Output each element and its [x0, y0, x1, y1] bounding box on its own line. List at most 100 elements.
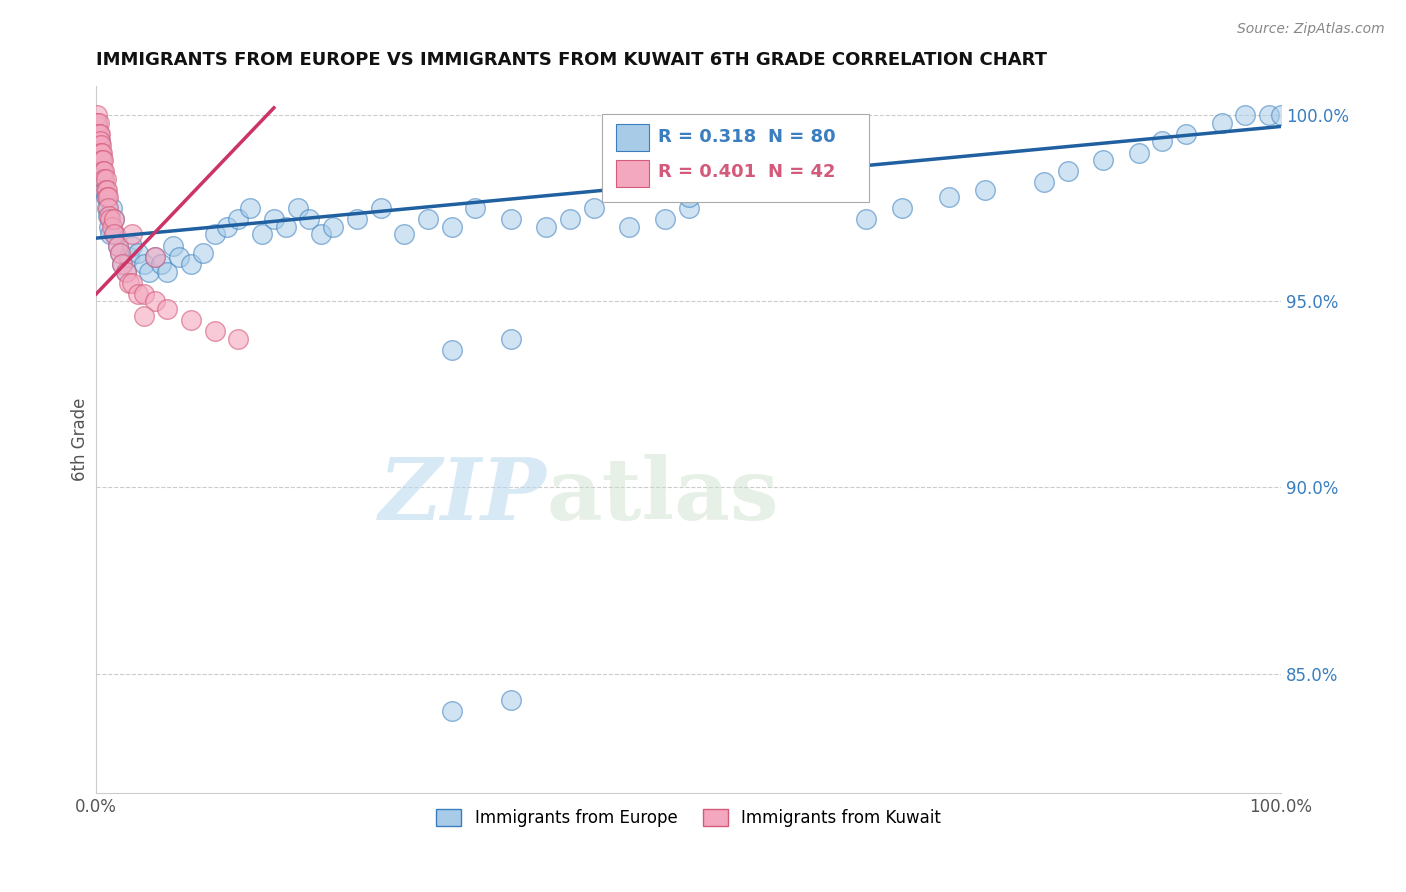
Point [97, 190, 120, 204]
Point [274, 219, 297, 234]
Point [228, 332, 250, 346]
Point [145, 250, 167, 264]
Text: atlas: atlas [547, 454, 779, 538]
Point [191, 246, 214, 260]
Point [250, 227, 273, 242]
Point [678, 145, 700, 160]
Point [89, 127, 111, 141]
Point [678, 183, 700, 197]
Point [464, 202, 486, 216]
Point [86, 108, 108, 122]
Text: N = 80: N = 80 [768, 128, 835, 146]
Point [322, 219, 344, 234]
Point [103, 212, 125, 227]
Point [678, 164, 700, 178]
Point [228, 212, 250, 227]
Point [90, 153, 112, 167]
Point [127, 246, 149, 260]
Point [91, 145, 114, 160]
Point [100, 227, 122, 242]
Point [1175, 127, 1198, 141]
Point [107, 238, 129, 252]
Point [93, 183, 115, 197]
Legend: Immigrants from Europe, Immigrants from Kuwait: Immigrants from Europe, Immigrants from … [430, 802, 948, 834]
Point [108, 246, 131, 260]
Point [416, 212, 439, 227]
Point [121, 227, 143, 242]
Point [678, 202, 700, 216]
Point [678, 127, 700, 141]
Point [108, 246, 131, 260]
Point [239, 202, 262, 216]
Point [582, 202, 605, 216]
Point [89, 134, 111, 148]
Point [132, 257, 155, 271]
Point [97, 202, 120, 216]
Bar [616, 160, 650, 186]
Point [619, 219, 641, 234]
Point [1234, 108, 1257, 122]
Point [263, 212, 285, 227]
Point [204, 227, 226, 242]
Point [394, 227, 416, 242]
Point [97, 209, 120, 223]
Text: IMMIGRANTS FROM EUROPE VS IMMIGRANTS FROM KUWAIT 6TH GRADE CORRELATION CHART: IMMIGRANTS FROM EUROPE VS IMMIGRANTS FRO… [96, 51, 1047, 69]
Point [180, 313, 202, 327]
Point [87, 127, 110, 141]
Point [1128, 145, 1150, 160]
Point [162, 238, 184, 252]
Point [311, 227, 333, 242]
Point [145, 250, 167, 264]
Point [98, 209, 121, 223]
Point [91, 153, 114, 167]
Point [1211, 116, 1233, 130]
Text: R = 0.318: R = 0.318 [658, 128, 756, 146]
Point [118, 250, 141, 264]
Point [938, 190, 960, 204]
Point [150, 257, 173, 271]
Point [90, 138, 112, 153]
Point [156, 264, 179, 278]
Point [180, 257, 202, 271]
Y-axis label: 6th Grade: 6th Grade [72, 398, 89, 481]
Point [215, 219, 238, 234]
Point [1092, 153, 1115, 167]
Point [96, 183, 118, 197]
Point [654, 212, 676, 227]
Point [855, 212, 877, 227]
Point [558, 212, 581, 227]
Point [96, 202, 118, 216]
Point [1056, 164, 1078, 178]
Text: ZIP: ZIP [378, 454, 547, 537]
Point [499, 692, 522, 706]
Point [536, 219, 558, 234]
Point [100, 202, 122, 216]
Point [93, 164, 115, 178]
Point [86, 116, 108, 130]
Point [678, 153, 700, 167]
Point [86, 127, 108, 141]
Text: Source: ZipAtlas.com: Source: ZipAtlas.com [1237, 22, 1385, 37]
Point [678, 134, 700, 148]
Point [132, 287, 155, 301]
Point [91, 153, 114, 167]
Point [107, 238, 129, 252]
Point [86, 120, 108, 134]
Point [87, 116, 110, 130]
Bar [616, 124, 650, 152]
Point [94, 190, 117, 204]
Point [440, 343, 463, 357]
Point [440, 704, 463, 718]
Point [678, 190, 700, 204]
Point [370, 202, 392, 216]
Point [121, 276, 143, 290]
Point [127, 287, 149, 301]
Point [298, 212, 321, 227]
Point [678, 175, 700, 189]
Text: R = 0.401: R = 0.401 [658, 163, 756, 181]
Point [87, 138, 110, 153]
Point [440, 219, 463, 234]
Point [103, 227, 125, 242]
Point [1033, 175, 1056, 189]
Point [103, 212, 125, 227]
